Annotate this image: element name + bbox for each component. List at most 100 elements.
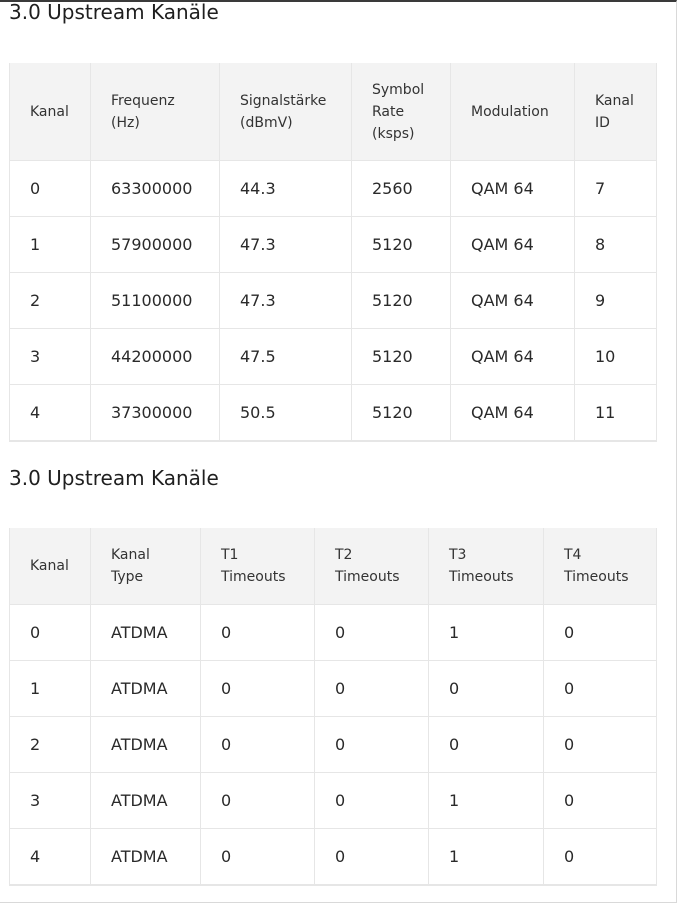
table-cell: 44200000 (91, 329, 220, 385)
table-cell: 5120 (352, 217, 451, 273)
column-header: Symbol Rate (ksps) (352, 63, 451, 161)
table-header-row: Kanal Kanal Type T1 Timeouts T2 Timeouts T3 Time… (10, 528, 657, 605)
table-cell: 5120 (352, 273, 451, 329)
table-cell: 0 (315, 829, 429, 885)
table-cell: 11 (575, 385, 657, 441)
table-cell: 0 (10, 161, 91, 217)
column-header-line: Signalstärke (240, 92, 327, 109)
column-header-line: (dBmV) (240, 114, 293, 131)
column-header: Kanal Type (91, 528, 201, 605)
column-header-line: T3 (449, 547, 467, 563)
table-cell: 0 (201, 773, 315, 829)
table-cell: 0 (544, 773, 657, 829)
table-cell: 9 (575, 273, 657, 329)
column-header-line: Kanal (30, 103, 69, 120)
table-cell: 4 (10, 829, 91, 885)
table-cell: 0 (315, 717, 429, 773)
section-title-upstream-timeouts: 3.0 Upstream Kanäle (9, 466, 219, 490)
table-cell: ATDMA (91, 829, 201, 885)
table-cell: 47.3 (220, 217, 352, 273)
table-cell: 1 (429, 829, 544, 885)
column-header: T3 Timeouts (429, 528, 544, 605)
table-cell: QAM 64 (451, 217, 575, 273)
column-header: Kanal (10, 528, 91, 605)
section-title-upstream-channels: 3.0 Upstream Kanäle (9, 0, 219, 24)
table-row: 4 37300000 50.5 5120 QAM 64 11 (10, 385, 657, 441)
table-row: 0 63300000 44.3 2560 QAM 64 7 (10, 161, 657, 217)
table-cell: QAM 64 (451, 161, 575, 217)
table-cell: 7 (575, 161, 657, 217)
table-cell: 1 (429, 605, 544, 661)
table-row: 0 ATDMA 0 0 1 0 (10, 605, 657, 661)
table-cell: 57900000 (91, 217, 220, 273)
column-header: T2 Timeouts (315, 528, 429, 605)
table-row: 1 57900000 47.3 5120 QAM 64 8 (10, 217, 657, 273)
table-cell: 1 (10, 661, 91, 717)
table-cell: 8 (575, 217, 657, 273)
table-cell: 1 (429, 773, 544, 829)
table-cell: 0 (201, 717, 315, 773)
column-header-line: Kanal (30, 558, 69, 574)
column-header-line: Kanal (111, 547, 150, 563)
column-header: Kanal (10, 63, 91, 161)
table-row: 2 51100000 47.3 5120 QAM 64 9 (10, 273, 657, 329)
table-cell: 47.3 (220, 273, 352, 329)
column-header-line: Timeouts (221, 569, 286, 585)
upstream-timeouts-table: Kanal Kanal Type T1 Timeouts T2 Timeouts T3 Time… (9, 528, 657, 886)
table-cell: 50.5 (220, 385, 352, 441)
table-cell: ATDMA (91, 717, 201, 773)
table-cell: 0 (544, 661, 657, 717)
upstream-channels-table: Kanal Frequenz (Hz) Signalstärke (dBmV) Symbo… (9, 63, 657, 442)
table-row: 2 ATDMA 0 0 0 0 (10, 717, 657, 773)
table-cell: 5120 (352, 385, 451, 441)
table-cell: 10 (575, 329, 657, 385)
table-cell: 44.3 (220, 161, 352, 217)
column-header-line: Timeouts (564, 569, 629, 585)
table-cell: 0 (544, 605, 657, 661)
table-cell: 4 (10, 385, 91, 441)
table-cell: 47.5 (220, 329, 352, 385)
table-cell: 0 (315, 661, 429, 717)
table-cell: 0 (544, 717, 657, 773)
column-header-line: Modulation (471, 103, 549, 120)
table-cell: 3 (10, 773, 91, 829)
table-header-row: Kanal Frequenz (Hz) Signalstärke (dBmV) Symbo… (10, 63, 657, 161)
table-cell: ATDMA (91, 773, 201, 829)
column-header-line: T2 (335, 547, 353, 563)
column-header-line: Rate (372, 103, 405, 120)
column-header: Signalstärke (dBmV) (220, 63, 352, 161)
table-cell: QAM 64 (451, 385, 575, 441)
table-cell: 51100000 (91, 273, 220, 329)
column-header: Modulation (451, 63, 575, 161)
column-header-line: (ksps) (372, 125, 415, 142)
column-header: Frequenz (Hz) (91, 63, 220, 161)
column-header-line: ID (595, 114, 610, 131)
table-cell: 0 (315, 605, 429, 661)
table-cell: 63300000 (91, 161, 220, 217)
table-cell: 0 (201, 829, 315, 885)
column-header-line: T1 (221, 547, 239, 563)
table-cell: ATDMA (91, 661, 201, 717)
column-header-line: Timeouts (449, 569, 514, 585)
table-row: 3 44200000 47.5 5120 QAM 64 10 (10, 329, 657, 385)
column-header-line: Kanal (595, 92, 634, 109)
column-header: T1 Timeouts (201, 528, 315, 605)
column-header: T4 Timeouts (544, 528, 657, 605)
table-cell: 1 (10, 217, 91, 273)
table-cell: 0 (10, 605, 91, 661)
column-header-line: Symbol (372, 81, 425, 98)
column-header-line: Type (111, 569, 144, 585)
table-row: 3 ATDMA 0 0 1 0 (10, 773, 657, 829)
column-header-line: Frequenz (111, 92, 175, 109)
table-cell: QAM 64 (451, 329, 575, 385)
table-cell: 2560 (352, 161, 451, 217)
column-header-line: T4 (564, 547, 582, 563)
table-cell: 0 (429, 661, 544, 717)
table-cell: 0 (315, 773, 429, 829)
table-cell: 5120 (352, 329, 451, 385)
table-row: 4 ATDMA 0 0 1 0 (10, 829, 657, 885)
table-row: 1 ATDMA 0 0 0 0 (10, 661, 657, 717)
table-cell: 0 (201, 605, 315, 661)
column-header: Kanal ID (575, 63, 657, 161)
